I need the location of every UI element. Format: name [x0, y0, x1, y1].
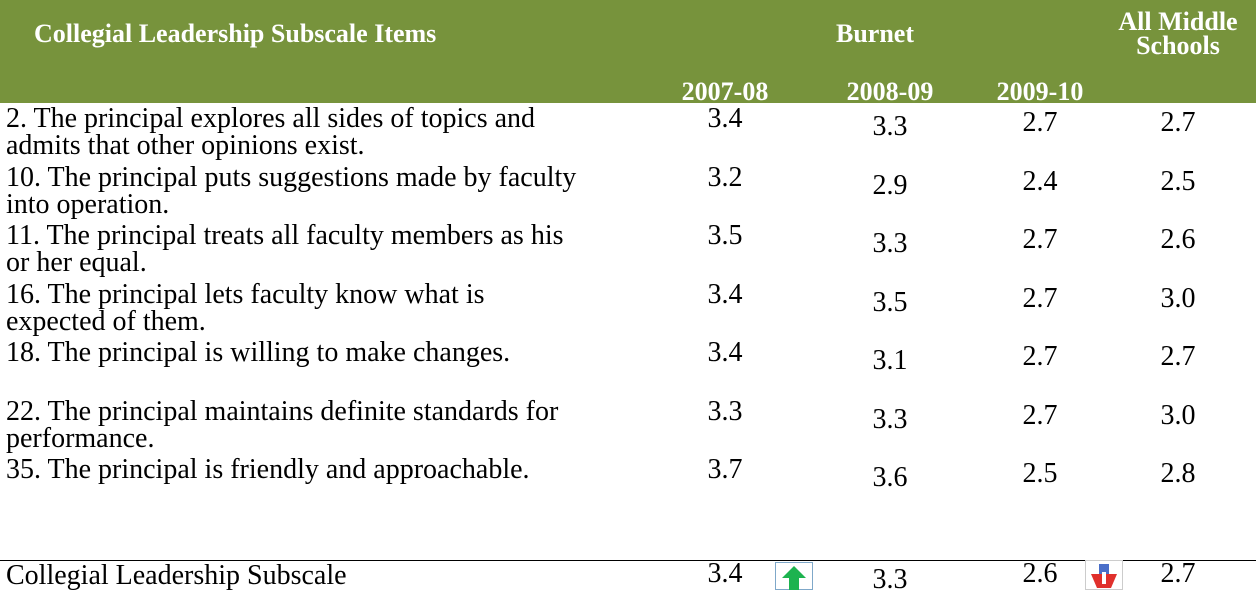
- row-item: 22. The principal maintains definite sta…: [6, 395, 559, 454]
- row-value: 2.7: [1022, 282, 1058, 314]
- row-item: 35. The principal is friendly and approa…: [6, 454, 530, 485]
- summary-value: 3.4: [707, 558, 743, 589]
- row-value: 3.4: [707, 278, 743, 310]
- row-value: 2.7: [1160, 107, 1196, 138]
- summary-item: Collegial Leadership Subscale: [6, 560, 347, 590]
- row-item: 18. The principal is willing to make cha…: [6, 337, 511, 368]
- row-value: 2.7: [1022, 341, 1058, 372]
- row-value: 2.5: [1022, 458, 1058, 489]
- row-value: 3.1: [872, 345, 908, 376]
- row-value: 3.6: [872, 462, 908, 493]
- row-item: 16. The principal lets faculty know what…: [6, 278, 485, 337]
- header-year: 2008-09: [846, 77, 934, 106]
- row-value: 3.5: [707, 220, 743, 251]
- row-value: 2.8: [1160, 458, 1196, 489]
- header-year: 2009-10: [996, 77, 1084, 106]
- header-band: [0, 0, 1256, 103]
- row-value: 3.0: [1160, 282, 1196, 314]
- row-value: 2.6: [1160, 224, 1196, 255]
- row-value: 3.3: [872, 403, 908, 435]
- row-value: 2.7: [1022, 399, 1058, 431]
- summary-value: 2.7: [1160, 558, 1196, 589]
- row-value: 2.5: [1160, 165, 1196, 197]
- row-value: 3.3: [872, 228, 908, 259]
- down-icon: [1085, 560, 1123, 590]
- row-value: 3.4: [707, 337, 743, 368]
- row-value: 3.0: [1160, 399, 1196, 431]
- row-value: 2.4: [1022, 165, 1058, 197]
- row-value: 3.2: [707, 161, 743, 193]
- row-value: 3.7: [707, 454, 743, 485]
- header-year: 2007-08: [681, 77, 769, 106]
- up-arrow-icon: [775, 562, 813, 590]
- row-value: 2.9: [872, 169, 908, 201]
- header-group: Burnet: [836, 19, 914, 48]
- header-all: All Middle Schools: [1118, 7, 1238, 60]
- summary-value: 3.3: [872, 564, 908, 590]
- row-value: 2.7: [1022, 107, 1058, 138]
- row-value: 3.3: [872, 111, 908, 142]
- row-item: 2. The principal explores all sides of t…: [6, 103, 536, 161]
- row-value: 3.5: [872, 286, 908, 318]
- row-value: 2.7: [1160, 341, 1196, 372]
- summary-value: 2.6: [1022, 558, 1058, 589]
- row-item: 10. The principal puts suggestions made …: [6, 161, 577, 220]
- row-value: 3.3: [707, 395, 743, 427]
- row-item: 11. The principal treats all faculty mem…: [6, 220, 564, 278]
- row-value: 2.7: [1022, 224, 1058, 255]
- header-title: Collegial Leadership Subscale Items: [34, 19, 437, 48]
- summary-rule: [0, 560, 1256, 561]
- row-value: 3.4: [707, 103, 743, 134]
